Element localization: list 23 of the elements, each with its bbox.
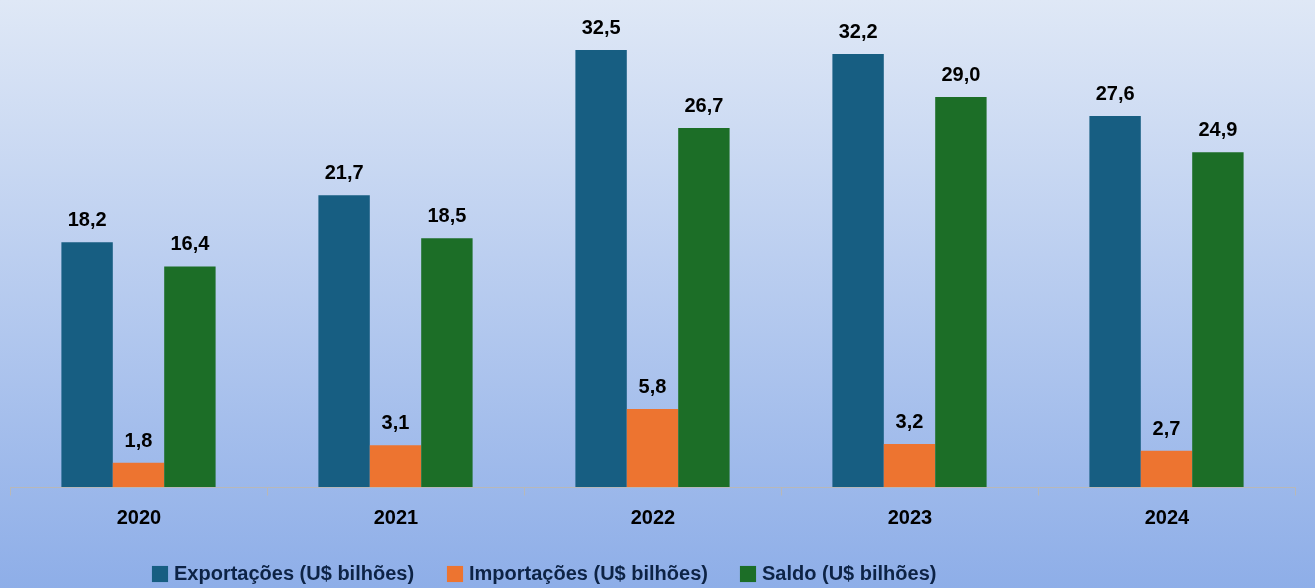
x-tick-label: 2024 [1144, 505, 1191, 528]
x-tick-label: 2020 [116, 505, 162, 528]
data-label: 32,5 [581, 16, 621, 38]
x-tick-label: 2022 [630, 505, 676, 528]
data-label: 32,2 [838, 20, 878, 43]
legend-label: Exportações (U$ bilhões) [174, 562, 415, 584]
data-label: 24,9 [1198, 118, 1238, 141]
data-label: 27,6 [1095, 81, 1135, 104]
data-label: 29,0 [941, 63, 981, 86]
x-tick-label: 2023 [887, 505, 933, 528]
legend-label: Importações (U$ bilhões) [469, 562, 708, 584]
data-label: 18,2 [67, 208, 107, 231]
data-label: 16,4 [170, 232, 211, 255]
data-label: 21,7 [324, 161, 364, 184]
legend-label: Saldo (U$ bilhões) [762, 562, 937, 584]
data-label: 18,5 [427, 204, 467, 227]
x-tick-label: 2021 [373, 505, 419, 528]
data-label: 1,8 [124, 428, 153, 451]
data-label: 2,7 [1152, 416, 1181, 439]
data-label: 3,1 [381, 411, 410, 434]
data-label: 3,2 [895, 409, 924, 432]
data-label: 5,8 [638, 375, 667, 398]
data-label: 26,7 [684, 93, 724, 116]
